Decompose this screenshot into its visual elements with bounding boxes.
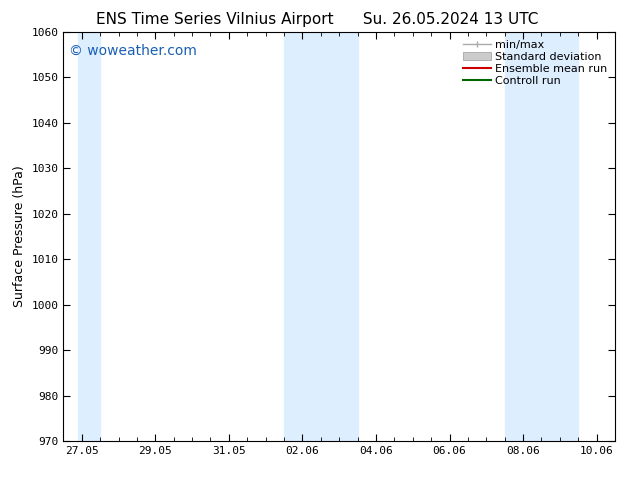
Bar: [284, 32, 358, 441]
Text: ENS Time Series Vilnius Airport      Su. 26.05.2024 13 UTC: ENS Time Series Vilnius Airport Su. 26.0…: [96, 12, 538, 27]
Y-axis label: Surface Pressure (hPa): Surface Pressure (hPa): [13, 166, 26, 307]
Text: © woweather.com: © woweather.com: [69, 44, 197, 58]
Legend: min/max, Standard deviation, Ensemble mean run, Controll run: min/max, Standard deviation, Ensemble me…: [460, 37, 609, 89]
Bar: [505, 32, 578, 441]
Bar: [78, 32, 100, 441]
